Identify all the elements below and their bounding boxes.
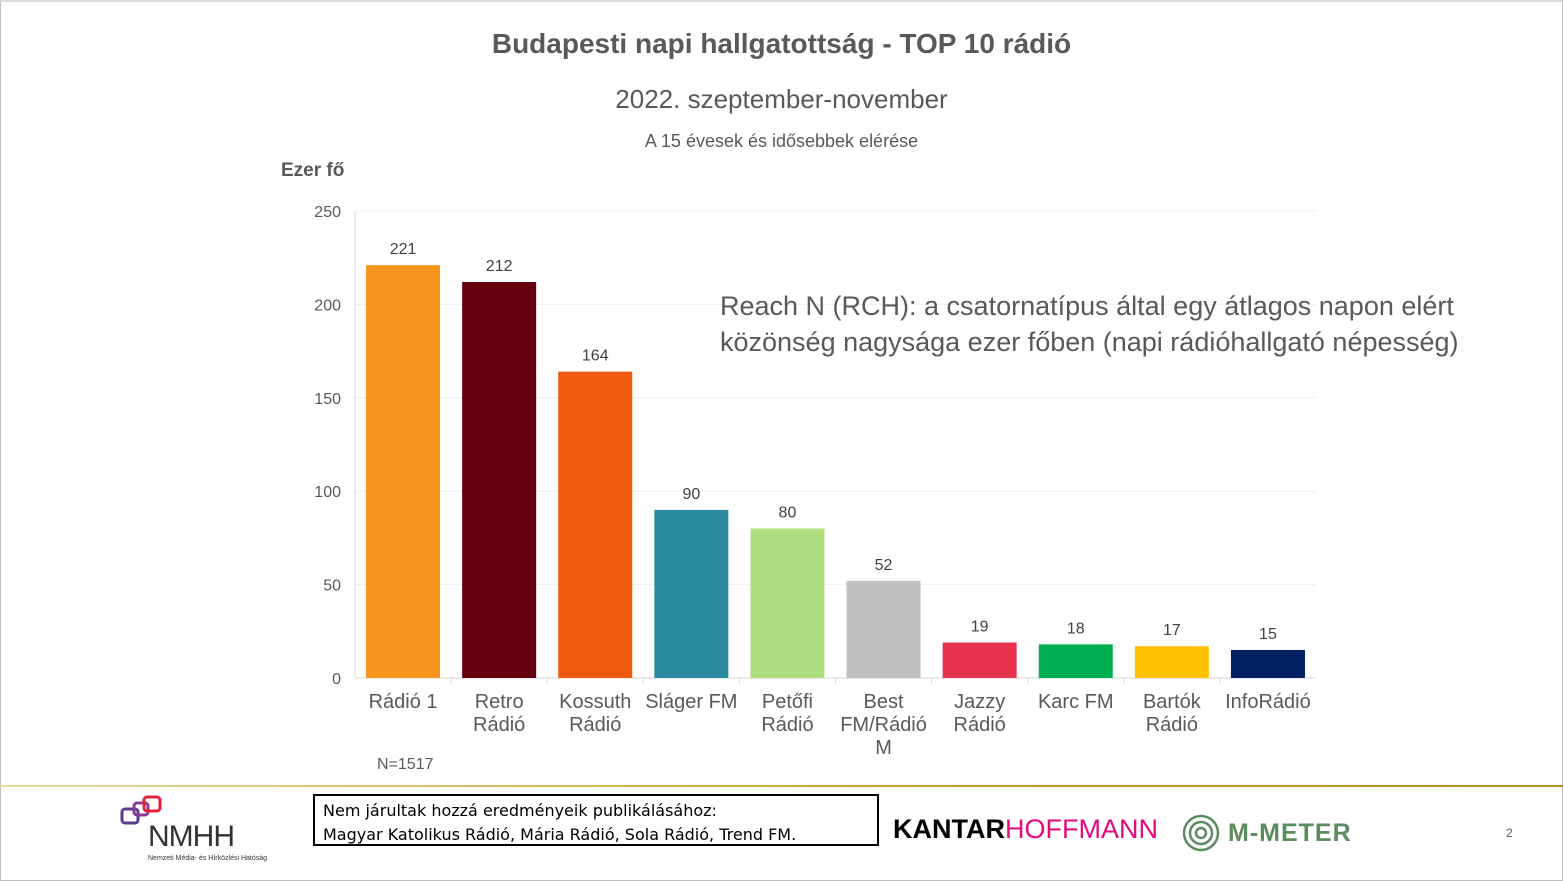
y-tick-label: 0	[332, 671, 341, 688]
x-tick-label: Kossuth Rádió	[559, 691, 631, 736]
sample-size: N=1517	[377, 756, 434, 773]
x-tick-label: Karc FM	[1038, 691, 1114, 713]
x-tick-label-line: Kossuth	[559, 691, 631, 713]
chart-subtitle: 2022. szeptember-november	[615, 84, 948, 114]
y-tick-label: 200	[314, 297, 341, 314]
data-label: 212	[486, 258, 513, 275]
kantar-logo-text: KANTAR	[893, 814, 1005, 844]
page-number: 2	[1506, 826, 1513, 840]
y-tick-label: 250	[314, 204, 341, 221]
m-meter-logo: M-METER	[1182, 814, 1352, 852]
m-meter-logo-text: M-METER	[1228, 818, 1352, 847]
nmhh-logo-subtext: Nemzeti Média- és Hírközlési Hatóság	[148, 855, 268, 862]
m-meter-logo-icon	[1182, 814, 1220, 852]
x-tick-label: Best FM/Rádió M	[840, 691, 927, 759]
bar	[1134, 646, 1209, 678]
chart-title: Budapesti napi hallgatottság - TOP 10 rá…	[491, 28, 1072, 59]
data-label: 221	[390, 241, 417, 258]
x-tick-label-line: Bartók	[1143, 691, 1202, 713]
data-label: 80	[779, 505, 797, 522]
chart-subtitle-secondary: A 15 évesek és idősebbek elérése	[644, 131, 919, 151]
definition-note: Reach N (RCH): a csatornatípus által egy…	[720, 291, 1459, 357]
x-tick-label: Bartók Rádió	[1143, 691, 1202, 736]
x-tick-label: Rádió 1	[369, 691, 438, 713]
x-tick-label-line: Rádió	[1146, 714, 1198, 736]
nmhh-logo: NMHH Nemzeti Média- és Hírközlési Hatósá…	[120, 795, 290, 865]
bar	[654, 509, 729, 678]
x-tick-label-line: InfoRádió	[1225, 691, 1311, 713]
x-tick-label-line: Best	[864, 691, 904, 713]
data-label: 15	[1259, 626, 1277, 643]
data-label: 52	[875, 557, 893, 574]
x-tick-label-line: Rádió 1	[369, 691, 438, 713]
footer-divider	[0, 785, 1563, 787]
x-tick-label-line: Sláger FM	[645, 691, 737, 713]
bar	[846, 580, 921, 678]
y-tick-label: 150	[314, 391, 341, 408]
y-tick-label: 50	[323, 578, 341, 595]
x-tick-label-line: Rádió	[569, 714, 621, 736]
x-tick-label: Sláger FM	[645, 691, 737, 713]
hoffmann-logo-text: HOFFMANN	[1004, 814, 1158, 844]
x-tick-label-line: FM/Rádió	[840, 714, 927, 736]
x-tick-label: Retro Rádió	[473, 691, 525, 736]
nmhh-logo-icon	[120, 795, 162, 825]
x-tick-label-line: Jazzy	[954, 691, 1005, 713]
data-label: 17	[1163, 622, 1181, 639]
bar	[1230, 649, 1305, 678]
x-tick-label-line: Retro	[475, 691, 524, 713]
x-tick-label: Jazzy Rádió	[954, 691, 1006, 736]
unpublished-note: Nem járultak hozzá eredményeik publikálá…	[313, 794, 879, 846]
data-label: 18	[1067, 620, 1085, 637]
bar	[462, 281, 537, 678]
unpublished-note-line2: Magyar Katolikus Rádió, Mária Rádió, Sol…	[323, 825, 797, 844]
y-tick-label: 100	[314, 484, 341, 501]
bar	[942, 642, 1017, 678]
kantar-hoffmann-logo: KANTARHOFFMANN	[893, 814, 1158, 845]
nmhh-logo-text: NMHH	[148, 820, 235, 853]
x-tick-label-line: Petőfi	[762, 691, 813, 713]
x-tick-label: Petőfi Rádió	[761, 691, 813, 736]
data-label: 19	[971, 619, 989, 636]
x-tick-label-line: Rádió	[954, 714, 1006, 736]
bar	[750, 528, 825, 678]
x-tick-label-line: Karc FM	[1038, 691, 1114, 713]
x-tick-label-line: M	[875, 737, 892, 759]
unpublished-note-line1: Nem járultak hozzá eredményeik publikálá…	[323, 801, 717, 820]
x-tick-label: InfoRádió	[1225, 691, 1311, 713]
data-label: 164	[582, 348, 609, 365]
y-axis-label: Ezer fő	[281, 160, 345, 181]
x-tick-label-line: Rádió	[473, 714, 525, 736]
data-label: 90	[682, 486, 700, 503]
bar	[1038, 644, 1113, 678]
bar	[558, 371, 633, 678]
bar	[366, 265, 441, 678]
x-tick-label-line: Rádió	[761, 714, 813, 736]
